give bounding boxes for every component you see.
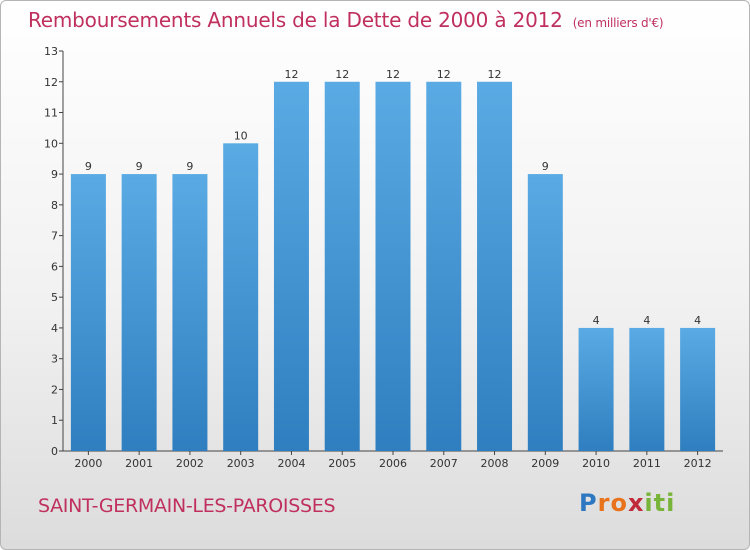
data-label: 12: [437, 68, 451, 81]
y-tick-label: 11: [44, 107, 58, 120]
y-tick-label: 10: [44, 137, 58, 150]
data-label: 12: [386, 68, 400, 81]
logo-letter: t: [653, 489, 667, 517]
data-label: 4: [593, 314, 600, 327]
data-label: 9: [85, 160, 92, 173]
data-label: 12: [488, 68, 502, 81]
y-tick-label: 2: [51, 383, 58, 396]
data-label: 9: [542, 160, 549, 173]
x-tick-label: 2006: [379, 457, 407, 470]
bar: [121, 174, 157, 452]
x-tick-label: 2004: [277, 457, 305, 470]
bar: [223, 143, 259, 452]
x-tick-label: 2005: [328, 457, 356, 470]
x-tick-label: 2003: [227, 457, 255, 470]
bar: [629, 327, 665, 451]
y-tick-label: 9: [51, 168, 58, 181]
logo-letter: P: [579, 489, 598, 517]
logo-letter: i: [666, 489, 676, 517]
bar: [273, 81, 309, 452]
y-tick-label: 3: [51, 353, 58, 366]
y-tick-label: 4: [51, 322, 58, 335]
y-tick-label: 7: [51, 230, 58, 243]
x-tick-label: 2009: [531, 457, 559, 470]
commune-name: SAINT-GERMAIN-LES-PAROISSES: [38, 495, 336, 517]
chart-title: Remboursements Annuels de la Dette de 20…: [28, 8, 664, 32]
logo-letter: i: [644, 489, 654, 517]
data-label: 10: [234, 129, 248, 142]
x-tick-label: 2001: [125, 457, 153, 470]
data-label: 4: [694, 314, 701, 327]
y-tick-label: 12: [44, 76, 58, 89]
bar: [578, 327, 614, 451]
data-label: 9: [136, 160, 143, 173]
chart-title-text: Remboursements Annuels de la Dette de 20…: [28, 8, 563, 32]
logo-letter: x: [627, 489, 645, 517]
y-tick-label: 8: [51, 199, 58, 212]
data-label: 4: [643, 314, 650, 327]
bar: [426, 81, 462, 452]
y-tick-label: 6: [51, 260, 58, 273]
y-tick-label: 13: [44, 45, 58, 58]
x-tick-label: 2011: [633, 457, 661, 470]
bar: [527, 174, 563, 452]
y-tick-label: 5: [51, 291, 58, 304]
x-tick-label: 2010: [582, 457, 610, 470]
x-tick-label: 2007: [430, 457, 458, 470]
data-label: 12: [284, 68, 298, 81]
bar: [477, 81, 513, 452]
bar: [375, 81, 411, 452]
logo-letter: r: [597, 489, 611, 517]
bar: [172, 174, 208, 452]
x-tick-label: 2008: [481, 457, 509, 470]
data-label: 9: [186, 160, 193, 173]
bar: [324, 81, 360, 452]
data-label: 12: [335, 68, 349, 81]
x-tick-label: 2000: [74, 457, 102, 470]
y-tick-label: 1: [51, 414, 58, 427]
proxiti-logo: Proxiti: [579, 489, 675, 517]
y-tick-label: 0: [51, 445, 58, 458]
chart-subtitle: (en milliers d'€): [572, 16, 664, 30]
bar: [70, 174, 106, 452]
x-tick-label: 2002: [176, 457, 204, 470]
logo-letter: o: [610, 489, 628, 517]
x-tick-label: 2012: [684, 457, 712, 470]
bar: [680, 327, 716, 451]
